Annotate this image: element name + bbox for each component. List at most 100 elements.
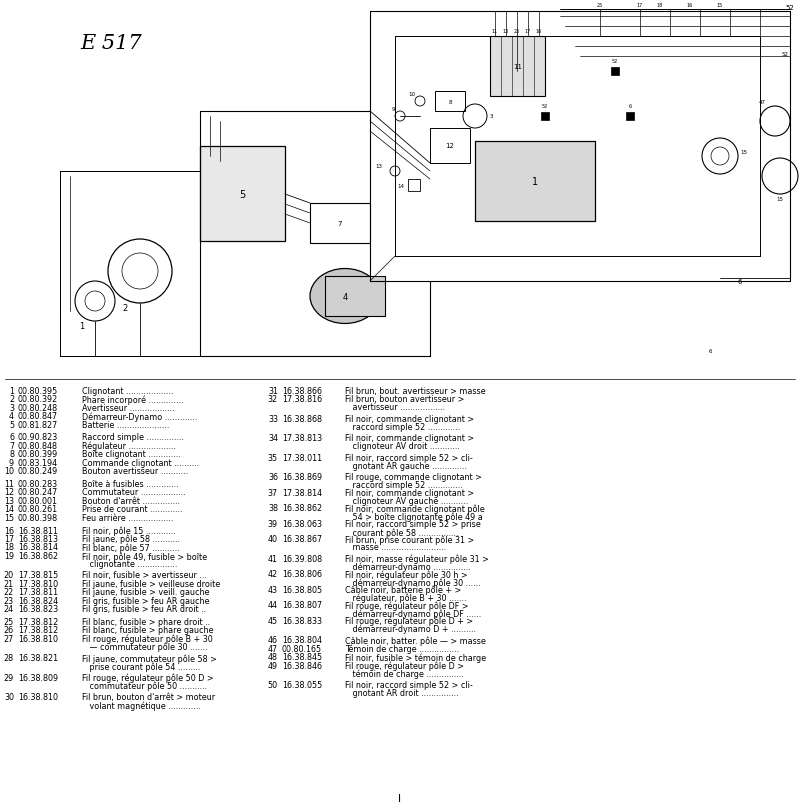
Text: Témoin de charge ................: Témoin de charge ................ bbox=[345, 644, 459, 654]
Bar bbox=[200, 147, 285, 242]
Text: Fil noir, commande clignotant >: Fil noir, commande clignotant > bbox=[345, 414, 474, 423]
Text: 1: 1 bbox=[9, 387, 14, 396]
Text: 1: 1 bbox=[532, 177, 538, 187]
Text: 47: 47 bbox=[758, 100, 766, 105]
Text: 17.38.814: 17.38.814 bbox=[282, 488, 322, 497]
Text: 12: 12 bbox=[4, 488, 14, 497]
Text: 52: 52 bbox=[786, 5, 794, 11]
Text: courant pôle 58 ................: courant pôle 58 ................ bbox=[345, 527, 458, 537]
Text: Démarreur-Dynamo .............: Démarreur-Dynamo ............. bbox=[82, 412, 198, 422]
Text: 34: 34 bbox=[268, 434, 278, 443]
Text: masse ..........................: masse .......................... bbox=[345, 543, 446, 551]
Text: 1: 1 bbox=[79, 322, 85, 331]
Text: 16.38.814: 16.38.814 bbox=[18, 543, 58, 551]
Text: 16.38.809: 16.38.809 bbox=[18, 673, 58, 682]
Text: Fil noir, commande clignotant >: Fil noir, commande clignotant > bbox=[345, 488, 474, 497]
Text: 6: 6 bbox=[708, 349, 712, 354]
Text: 25: 25 bbox=[514, 29, 520, 34]
Text: 7: 7 bbox=[338, 221, 342, 227]
Text: 47: 47 bbox=[268, 644, 278, 653]
Bar bbox=[541, 113, 549, 121]
Text: 48: 48 bbox=[268, 653, 278, 662]
Text: 00.80.392: 00.80.392 bbox=[18, 395, 58, 404]
Text: Fil noir, fusible > avertisseur ...: Fil noir, fusible > avertisseur ... bbox=[82, 571, 207, 580]
Text: 16.38.868: 16.38.868 bbox=[282, 414, 322, 423]
Bar bbox=[626, 113, 634, 121]
Text: 26: 26 bbox=[4, 626, 14, 635]
Text: 16: 16 bbox=[4, 526, 14, 534]
Text: 16.38.811: 16.38.811 bbox=[18, 526, 58, 534]
Text: gnotant AR gauche ..............: gnotant AR gauche .............. bbox=[345, 461, 467, 470]
Text: Fil noir, pôle 49, fusible > boîte: Fil noir, pôle 49, fusible > boîte bbox=[82, 551, 207, 561]
Text: 6: 6 bbox=[738, 279, 742, 285]
Text: 38: 38 bbox=[268, 504, 278, 513]
Ellipse shape bbox=[310, 269, 380, 324]
Text: 17: 17 bbox=[4, 534, 14, 543]
Text: Fil rouge, régulateur pôle 50 D >: Fil rouge, régulateur pôle 50 D > bbox=[82, 673, 214, 683]
Text: 9: 9 bbox=[9, 458, 14, 467]
Text: Raccord simple ...............: Raccord simple ............... bbox=[82, 433, 184, 442]
Text: 16.38.824: 16.38.824 bbox=[18, 596, 58, 605]
Text: Avertisseur ..................: Avertisseur .................. bbox=[82, 404, 174, 413]
Text: 16.39.808: 16.39.808 bbox=[282, 554, 322, 564]
Text: Fil jaune, commutateur pôle 58 >: Fil jaune, commutateur pôle 58 > bbox=[82, 654, 217, 663]
Text: Fil brun, bout. avertisseur > masse: Fil brun, bout. avertisseur > masse bbox=[345, 387, 486, 396]
Text: 23: 23 bbox=[4, 596, 14, 605]
Text: 17.38.812: 17.38.812 bbox=[18, 617, 58, 626]
Text: Commutateur ..................: Commutateur .................. bbox=[82, 488, 186, 497]
Text: Fil rouge, régulateur pôle B + 30: Fil rouge, régulateur pôle B + 30 bbox=[82, 634, 213, 644]
Text: 16: 16 bbox=[687, 3, 693, 8]
Bar bbox=[435, 92, 465, 112]
Text: clignotante ................: clignotante ................ bbox=[82, 560, 178, 569]
Text: 00.80.283: 00.80.283 bbox=[18, 479, 58, 488]
Text: raccord simple 52 ..............: raccord simple 52 .............. bbox=[345, 481, 462, 490]
Text: 16.38.810: 16.38.810 bbox=[18, 634, 58, 643]
Text: Fil jaune, fusible > veilleuse droite: Fil jaune, fusible > veilleuse droite bbox=[82, 579, 220, 588]
Text: 9: 9 bbox=[391, 107, 395, 112]
Bar bbox=[325, 277, 385, 316]
Text: 8: 8 bbox=[9, 450, 14, 459]
Text: Fil rouge, commande clignotant >: Fil rouge, commande clignotant > bbox=[345, 473, 482, 482]
Text: Fil noir, masse régulateur pôle 31 >: Fil noir, masse régulateur pôle 31 > bbox=[345, 554, 489, 564]
Text: — commutateur pôle 30 .......: — commutateur pôle 30 ....... bbox=[82, 642, 207, 652]
Text: 16.38.823: 16.38.823 bbox=[18, 605, 58, 614]
Text: démarreur-dynamo ...............: démarreur-dynamo ............... bbox=[345, 562, 470, 572]
Text: Phare incorporé ..............: Phare incorporé .............. bbox=[82, 395, 183, 405]
Text: l: l bbox=[398, 793, 402, 803]
Text: 54 > boîte clignotante pôle 49 a: 54 > boîte clignotante pôle 49 a bbox=[345, 512, 482, 521]
Bar bbox=[475, 142, 595, 221]
Text: 16.38.862: 16.38.862 bbox=[18, 551, 58, 560]
Text: 00.80.001: 00.80.001 bbox=[18, 496, 58, 505]
Text: 00.80.848: 00.80.848 bbox=[18, 441, 58, 450]
Text: volant magnétique .............: volant magnétique ............. bbox=[82, 701, 201, 710]
Text: 16.38.846: 16.38.846 bbox=[282, 661, 322, 670]
Bar bbox=[408, 180, 420, 191]
Text: clignoteur AV gauche ...........: clignoteur AV gauche ........... bbox=[345, 496, 468, 505]
Text: 17.38.812: 17.38.812 bbox=[18, 626, 58, 635]
Text: 4: 4 bbox=[9, 412, 14, 421]
Text: 5: 5 bbox=[239, 189, 246, 200]
Text: 13: 13 bbox=[4, 496, 14, 505]
Text: 14: 14 bbox=[397, 183, 404, 188]
Text: Fil blanc, fusible > phare gauche: Fil blanc, fusible > phare gauche bbox=[82, 626, 214, 635]
Text: 2: 2 bbox=[122, 303, 128, 312]
Text: 5: 5 bbox=[9, 420, 14, 430]
Text: 12: 12 bbox=[446, 144, 454, 149]
Text: 16.38.862: 16.38.862 bbox=[282, 504, 322, 513]
Text: 27: 27 bbox=[4, 634, 14, 643]
Text: 15: 15 bbox=[777, 197, 783, 202]
Text: 31: 31 bbox=[268, 387, 278, 396]
Text: Batterie .....................: Batterie ..................... bbox=[82, 420, 170, 430]
Text: 28: 28 bbox=[4, 654, 14, 663]
Text: 44: 44 bbox=[268, 601, 278, 610]
Text: 42: 42 bbox=[268, 570, 278, 579]
Text: 25: 25 bbox=[597, 3, 603, 8]
Text: Fil brun, bouton avertisseur >: Fil brun, bouton avertisseur > bbox=[345, 395, 464, 404]
Text: Fil gris, fusible > feu AR gauche: Fil gris, fusible > feu AR gauche bbox=[82, 596, 210, 605]
Text: 16.38.845: 16.38.845 bbox=[282, 653, 322, 662]
Text: Fil noir, pôle 15 ............: Fil noir, pôle 15 ............ bbox=[82, 526, 176, 535]
Text: 15: 15 bbox=[740, 149, 747, 154]
Text: 29: 29 bbox=[4, 673, 14, 682]
Text: 8: 8 bbox=[448, 100, 452, 105]
Text: régulateur, pôle B + 30 .......: régulateur, pôle B + 30 ....... bbox=[345, 594, 466, 603]
